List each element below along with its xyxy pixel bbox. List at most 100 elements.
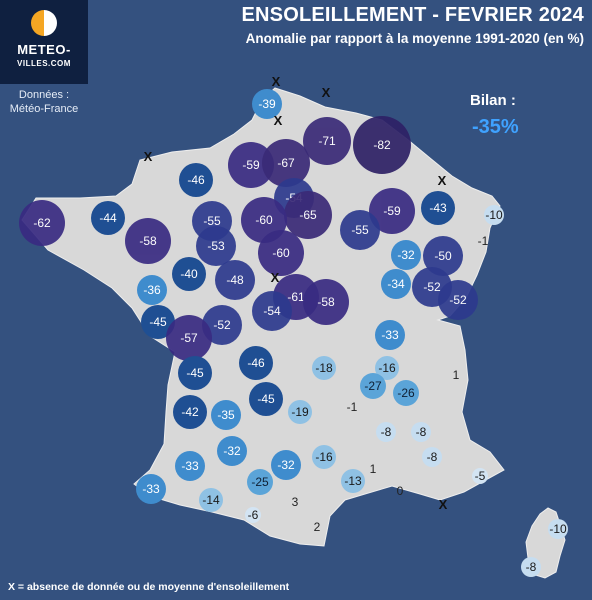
station-value: -10 xyxy=(549,522,567,536)
station-value: -33 xyxy=(142,482,160,496)
station-bubble: -46 xyxy=(179,163,213,197)
station-bubble: -16 xyxy=(312,445,336,469)
station-value: -54 xyxy=(263,304,281,318)
station-bubble: -54 xyxy=(252,291,292,331)
station-bubble: -43 xyxy=(421,191,455,225)
station-bubble: -71 xyxy=(303,117,351,165)
station-bubble: -6 xyxy=(245,507,261,523)
station-bubble: -44 xyxy=(91,201,125,235)
station-value: -10 xyxy=(485,208,503,222)
station-value: -1 xyxy=(346,400,358,414)
station-bubble: -46 xyxy=(239,346,273,380)
station-value: -14 xyxy=(202,493,220,507)
station-bubble: -57 xyxy=(166,315,212,361)
station-value: -19 xyxy=(291,405,309,419)
station-value: -45 xyxy=(186,366,204,380)
station-bubble: -36 xyxy=(137,275,167,305)
summary-label: Bilan : xyxy=(470,92,516,109)
station-bubble: -42 xyxy=(173,395,207,429)
station-value: -8 xyxy=(415,425,427,439)
station-bubble: -32 xyxy=(391,240,421,270)
station-value: -27 xyxy=(364,379,382,393)
station-value: -18 xyxy=(315,361,333,375)
station-value: -45 xyxy=(257,392,275,406)
missing-data-marker: X xyxy=(273,113,283,128)
station-value: -60 xyxy=(272,246,290,260)
station-value: -50 xyxy=(434,249,452,263)
station-bubble: -25 xyxy=(247,469,273,495)
station-bubble: -10 xyxy=(484,205,504,225)
missing-data-marker: X xyxy=(271,74,281,89)
station-bubble: -8 xyxy=(411,422,431,442)
summary-value: -35% xyxy=(472,116,519,138)
station-bubble: -14 xyxy=(199,488,223,512)
station-value: -36 xyxy=(143,283,161,297)
station-value: -40 xyxy=(180,267,198,281)
station-value: -32 xyxy=(223,444,241,458)
missing-data-marker: X xyxy=(438,497,448,512)
missing-data-marker: X xyxy=(437,173,447,188)
station-value: -5 xyxy=(474,469,486,483)
station-value: -32 xyxy=(277,458,295,472)
station-bubble: -32 xyxy=(271,450,301,480)
station-value: -59 xyxy=(242,158,260,172)
station-value: -6 xyxy=(247,508,259,522)
missing-data-note: X = absence de donnée ou de moyenne d'en… xyxy=(8,581,290,593)
station-bubble: -45 xyxy=(178,356,212,390)
station-value: -1 xyxy=(477,234,489,248)
station-value: -39 xyxy=(258,97,276,111)
station-bubble: -33 xyxy=(175,451,205,481)
map-subtitle: Anomalie par rapport à la moyenne 1991-2… xyxy=(245,31,584,46)
station-value: -58 xyxy=(139,234,157,248)
station-value: -25 xyxy=(251,475,269,489)
station-value: -13 xyxy=(344,474,362,488)
station-bubble: -27 xyxy=(360,373,386,399)
logo-line2: VILLES.COM xyxy=(17,59,71,68)
station-value: -42 xyxy=(181,405,199,419)
station-value: -58 xyxy=(317,295,335,309)
station-value: -57 xyxy=(180,331,198,345)
station-value: 0 xyxy=(396,484,404,498)
station-value: -71 xyxy=(318,134,336,148)
station-bubble: -39 xyxy=(252,89,282,119)
station-value: -52 xyxy=(449,293,467,307)
station-bubble: -35 xyxy=(211,400,241,430)
station-bubble: -58 xyxy=(125,218,171,264)
station-bubble: -33 xyxy=(136,474,166,504)
station-bubble: -33 xyxy=(375,320,405,350)
station-bubble: -8 xyxy=(521,557,541,577)
station-bubble: -48 xyxy=(215,260,255,300)
station-bubble: -53 xyxy=(196,226,236,266)
station-bubble: -62 xyxy=(19,200,65,246)
station-value: -53 xyxy=(207,239,225,253)
station-value: -46 xyxy=(247,356,265,370)
station-value: -82 xyxy=(373,138,391,152)
station-value: -26 xyxy=(397,386,415,400)
station-bubble: -34 xyxy=(381,269,411,299)
source-line1: Données : xyxy=(18,89,70,101)
station-bubble: -18 xyxy=(312,356,336,380)
station-value: -65 xyxy=(299,208,317,222)
meteo-villes-logo: METEO- VILLES.COM xyxy=(0,0,88,84)
station-value: -8 xyxy=(525,560,537,574)
station-bubble: -45 xyxy=(249,382,283,416)
station-value: -44 xyxy=(99,211,117,225)
station-value: 2 xyxy=(313,520,321,534)
station-bubble: -8 xyxy=(422,447,442,467)
station-bubble: -55 xyxy=(340,210,380,250)
station-value: -33 xyxy=(381,328,399,342)
station-value: -67 xyxy=(277,156,295,170)
station-value: -16 xyxy=(315,450,333,464)
station-value: -43 xyxy=(429,201,447,215)
station-value: -45 xyxy=(149,315,167,329)
station-value: 1 xyxy=(369,462,377,476)
data-source: Données : Météo-France xyxy=(0,88,88,116)
station-bubble: -52 xyxy=(438,280,478,320)
station-bubble: -40 xyxy=(172,257,206,291)
station-value: -48 xyxy=(226,273,244,287)
missing-data-marker: X xyxy=(321,85,331,100)
station-value: 3 xyxy=(291,495,299,509)
station-bubble: -82 xyxy=(353,116,411,174)
station-value: -8 xyxy=(426,450,438,464)
